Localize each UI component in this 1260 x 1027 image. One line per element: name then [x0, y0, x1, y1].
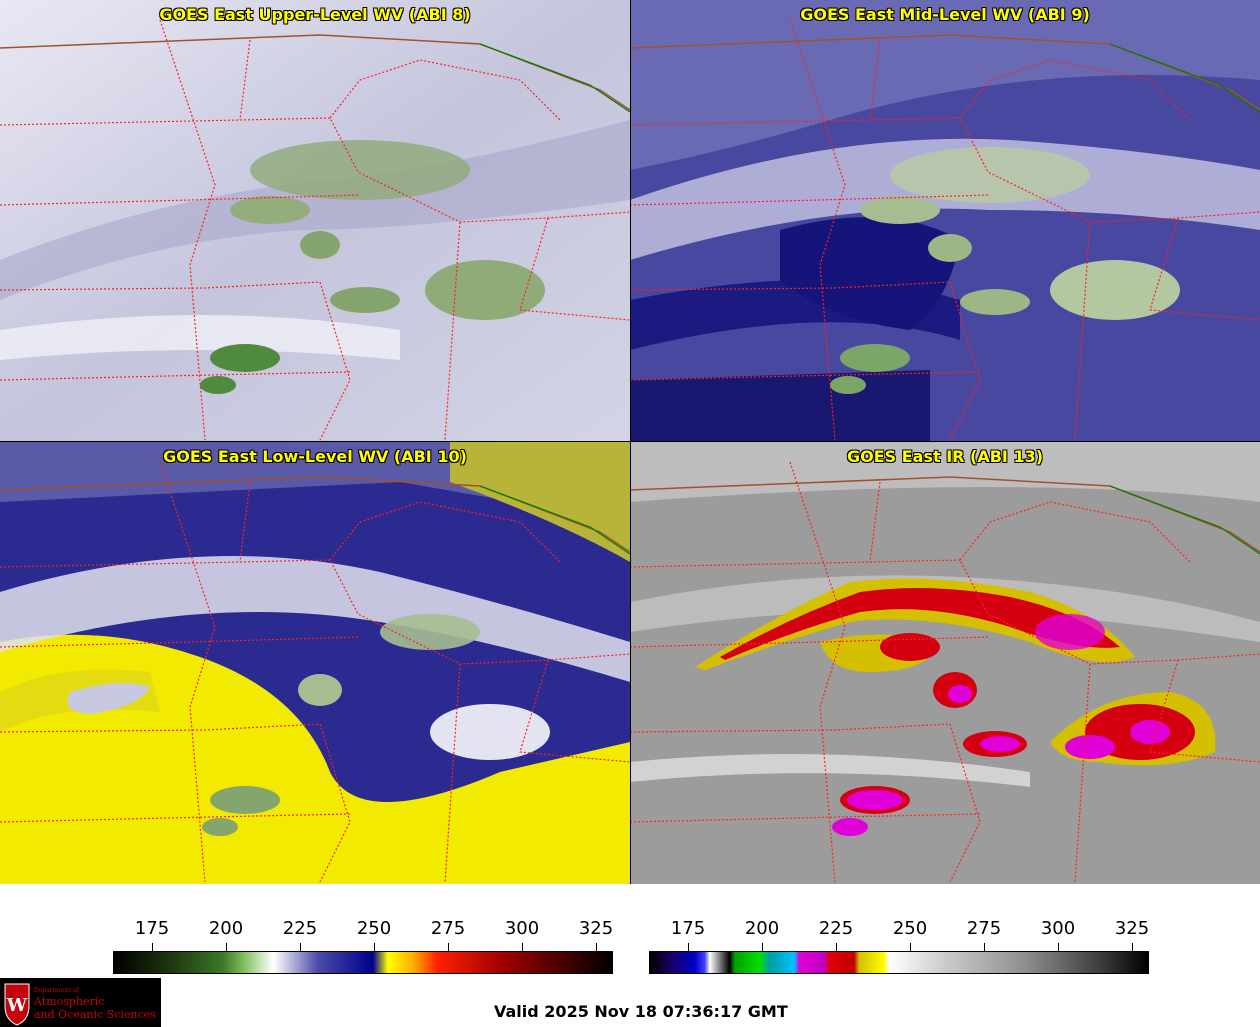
panel-title: GOES East IR (ABI 13) [846, 447, 1044, 466]
wv-tick-label: 225 [282, 918, 318, 939]
wv-tick-label: 200 [208, 918, 244, 939]
aos-logo[interactable]: W Department of Atmospheric and Oceanic … [0, 978, 161, 1027]
ir-tick-mark [1058, 943, 1059, 951]
panel-title: GOES East Low-Level WV (ABI 10) [163, 447, 467, 466]
wv-tick-label: 325 [578, 918, 614, 939]
mid-level-wv-image [630, 0, 1260, 442]
uw-crest-letter: W [6, 995, 28, 1016]
ir-image [630, 442, 1260, 884]
ir-tick-label: 225 [818, 918, 854, 939]
wv-tick-label: 175 [134, 918, 170, 939]
panel-divider-vertical [630, 0, 631, 884]
wv-tick-mark [374, 943, 375, 951]
panel-mid-level-wv: GOES East Mid-Level WV (ABI 9) [630, 0, 1260, 442]
wv-tick-label: 300 [504, 918, 540, 939]
ir-tick-mark [688, 943, 689, 951]
ir-tick-mark [1132, 943, 1133, 951]
uw-crest-icon: W [4, 983, 30, 1026]
ir-tick-label: 325 [1114, 918, 1150, 939]
upper-level-wv-image [0, 0, 630, 442]
ir-tick-mark [836, 943, 837, 951]
wv-tick-mark [596, 943, 597, 951]
panel-title: GOES East Mid-Level WV (ABI 9) [800, 5, 1090, 24]
panel-divider-horizontal [0, 441, 1260, 442]
ir-tick-mark [910, 943, 911, 951]
ir-tick-label: 200 [744, 918, 780, 939]
ir-tick-label: 250 [892, 918, 928, 939]
ir-tick-label: 175 [670, 918, 706, 939]
wv-tick-label: 250 [356, 918, 392, 939]
ir-tick-label: 300 [1040, 918, 1076, 939]
panel-upper-level-wv: GOES East Upper-Level WV (ABI 8) [0, 0, 630, 442]
logo-department: Department of [34, 987, 79, 994]
panel-low-level-wv: GOES East Low-Level WV (ABI 10) [0, 442, 630, 884]
wv-colorbar [113, 951, 613, 974]
wv-tick-label: 275 [430, 918, 466, 939]
logo-line-oceanic: and Oceanic Sciences [34, 1008, 156, 1021]
ir-tick-mark [984, 943, 985, 951]
wv-tick-mark [300, 943, 301, 951]
ir-tick-label: 275 [966, 918, 1002, 939]
low-level-wv-image [0, 442, 630, 884]
panel-ir: GOES East IR (ABI 13) [630, 442, 1260, 884]
ir-colorbar [649, 951, 1149, 974]
logo-line-atmospheric: Atmospheric [34, 995, 105, 1008]
valid-time: Valid 2025 Nov 18 07:36:17 GMT [494, 1002, 788, 1021]
wv-tick-mark [522, 943, 523, 951]
wv-tick-mark [226, 943, 227, 951]
panel-title: GOES East Upper-Level WV (ABI 8) [159, 5, 471, 24]
ir-tick-mark [762, 943, 763, 951]
wv-tick-mark [152, 943, 153, 951]
wv-tick-mark [448, 943, 449, 951]
